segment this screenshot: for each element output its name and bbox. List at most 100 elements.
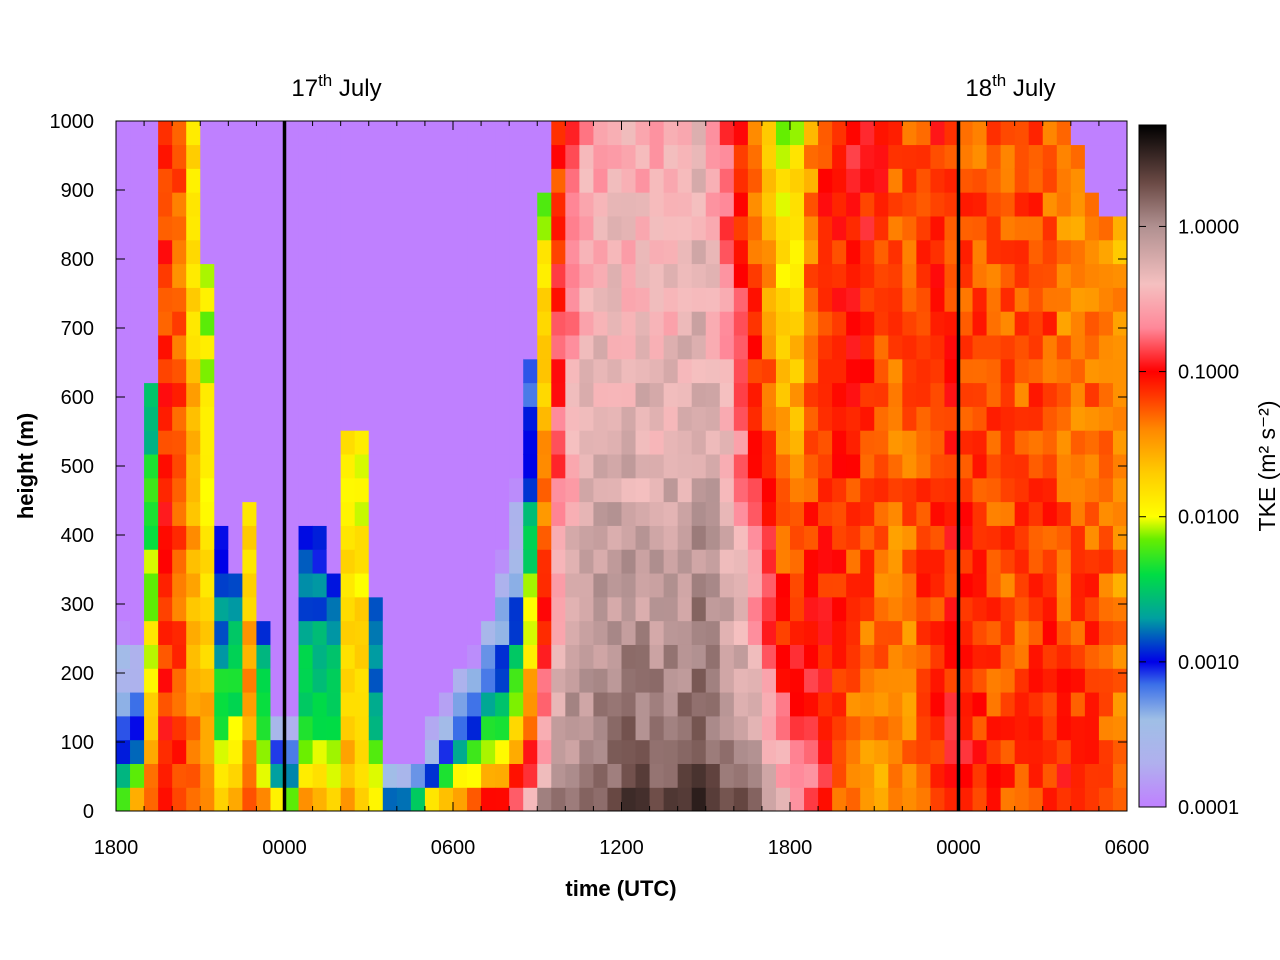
heatmap-cell — [649, 453, 665, 479]
heatmap-cell — [396, 334, 412, 360]
heatmap-cell — [1084, 501, 1100, 526]
heatmap-cell — [130, 453, 145, 479]
heatmap-cell — [1056, 525, 1072, 550]
heatmap-cell — [902, 406, 917, 431]
heatmap-cell — [368, 239, 384, 265]
heatmap-cell — [775, 501, 791, 526]
heatmap-cell — [804, 763, 819, 788]
heatmap-cell — [972, 334, 988, 360]
heatmap-cell — [1098, 144, 1114, 169]
heatmap-cell — [284, 215, 300, 241]
heatmap-cell — [312, 311, 328, 336]
heatmap-cell — [1070, 501, 1086, 526]
heatmap-cell — [916, 477, 932, 503]
heatmap-cell — [565, 501, 580, 526]
heatmap-cell — [340, 739, 356, 764]
heatmap-cell — [438, 121, 454, 146]
heatmap-cell — [747, 715, 763, 741]
heatmap-cell — [635, 215, 651, 241]
heatmap-cell — [467, 168, 482, 193]
heatmap-cell — [804, 263, 819, 288]
heatmap-cell — [410, 239, 426, 265]
heatmap-cell — [172, 121, 187, 146]
heatmap-cell — [481, 620, 496, 645]
heatmap-cell — [818, 644, 833, 669]
heatmap-cell — [761, 215, 777, 241]
heatmap-cell — [1070, 263, 1086, 288]
heatmap-cell — [453, 477, 468, 503]
heatmap-cell — [340, 763, 356, 788]
heatmap-cell — [144, 334, 159, 360]
heatmap-cell — [663, 739, 679, 764]
heatmap-cell — [733, 739, 749, 764]
heatmap-cell — [551, 525, 566, 550]
heatmap-cell — [944, 501, 960, 526]
heatmap-cell — [719, 596, 735, 622]
heatmap-cell — [481, 406, 496, 431]
heatmap-cell — [565, 144, 580, 169]
heatmap-cell — [256, 739, 272, 764]
heatmap-cell — [677, 263, 693, 288]
heatmap-cell — [158, 715, 173, 741]
heatmap-cell — [761, 596, 777, 622]
heatmap-cell — [649, 382, 665, 407]
heatmap-cell — [523, 477, 538, 503]
heatmap-cell — [607, 644, 623, 669]
heatmap-cell — [677, 644, 693, 669]
heatmap-cell — [733, 382, 749, 407]
heatmap-cell — [621, 358, 637, 384]
heatmap-cell — [916, 668, 932, 693]
heatmap-cell — [804, 787, 819, 811]
heatmap-cell — [888, 477, 903, 503]
heatmap-cell — [832, 263, 847, 288]
heatmap-cell — [368, 739, 384, 764]
heatmap-cell — [649, 644, 665, 669]
heatmap-cell — [354, 525, 370, 550]
heatmap-cell — [424, 406, 440, 431]
heatmap-cell — [888, 215, 903, 241]
heatmap-cell — [733, 121, 749, 146]
heatmap-cell — [424, 691, 440, 717]
heatmap-cell — [312, 239, 328, 265]
heatmap-cell — [747, 620, 763, 645]
heatmap-cell — [270, 430, 286, 455]
heatmap-cell — [846, 382, 861, 407]
heatmap-cell — [537, 239, 552, 265]
heatmap-cell — [382, 358, 398, 384]
heatmap-cell — [1070, 620, 1086, 645]
heatmap-cell — [705, 144, 721, 169]
heatmap-cell — [1014, 739, 1030, 764]
heatmap-cell — [438, 144, 454, 169]
heatmap-cell — [958, 620, 974, 645]
heatmap-cell — [719, 477, 735, 503]
heatmap-cell — [775, 406, 791, 431]
heatmap-cell — [663, 715, 679, 741]
heatmap-cell — [747, 334, 763, 360]
heatmap-cell — [1098, 596, 1114, 622]
heatmap-cell — [256, 572, 272, 598]
heatmap-cell — [270, 691, 286, 717]
heatmap-cell — [116, 358, 131, 384]
heatmap-cell — [832, 715, 847, 741]
heatmap-cell — [1028, 644, 1044, 669]
heatmap-cell — [761, 192, 777, 217]
heatmap-cell — [368, 263, 384, 288]
heatmap-cell — [438, 453, 454, 479]
heatmap-cell — [438, 406, 454, 431]
heatmap-cell — [888, 358, 903, 384]
heatmap-cell — [214, 620, 229, 645]
heatmap-cell — [523, 501, 538, 526]
heatmap-cell — [382, 549, 398, 574]
heatmap-cell — [228, 525, 243, 550]
heatmap-cell — [733, 501, 749, 526]
heatmap-cell — [537, 358, 552, 384]
heatmap-cell — [242, 596, 258, 622]
heatmap-cell — [467, 121, 482, 146]
heatmap-cell — [719, 763, 735, 788]
heatmap-cell — [691, 358, 707, 384]
heatmap-cell — [761, 287, 777, 312]
heatmap-cell — [761, 121, 777, 146]
heatmap-cell — [593, 787, 609, 811]
heatmap-cell — [186, 430, 201, 455]
heatmap-cell — [621, 691, 637, 717]
